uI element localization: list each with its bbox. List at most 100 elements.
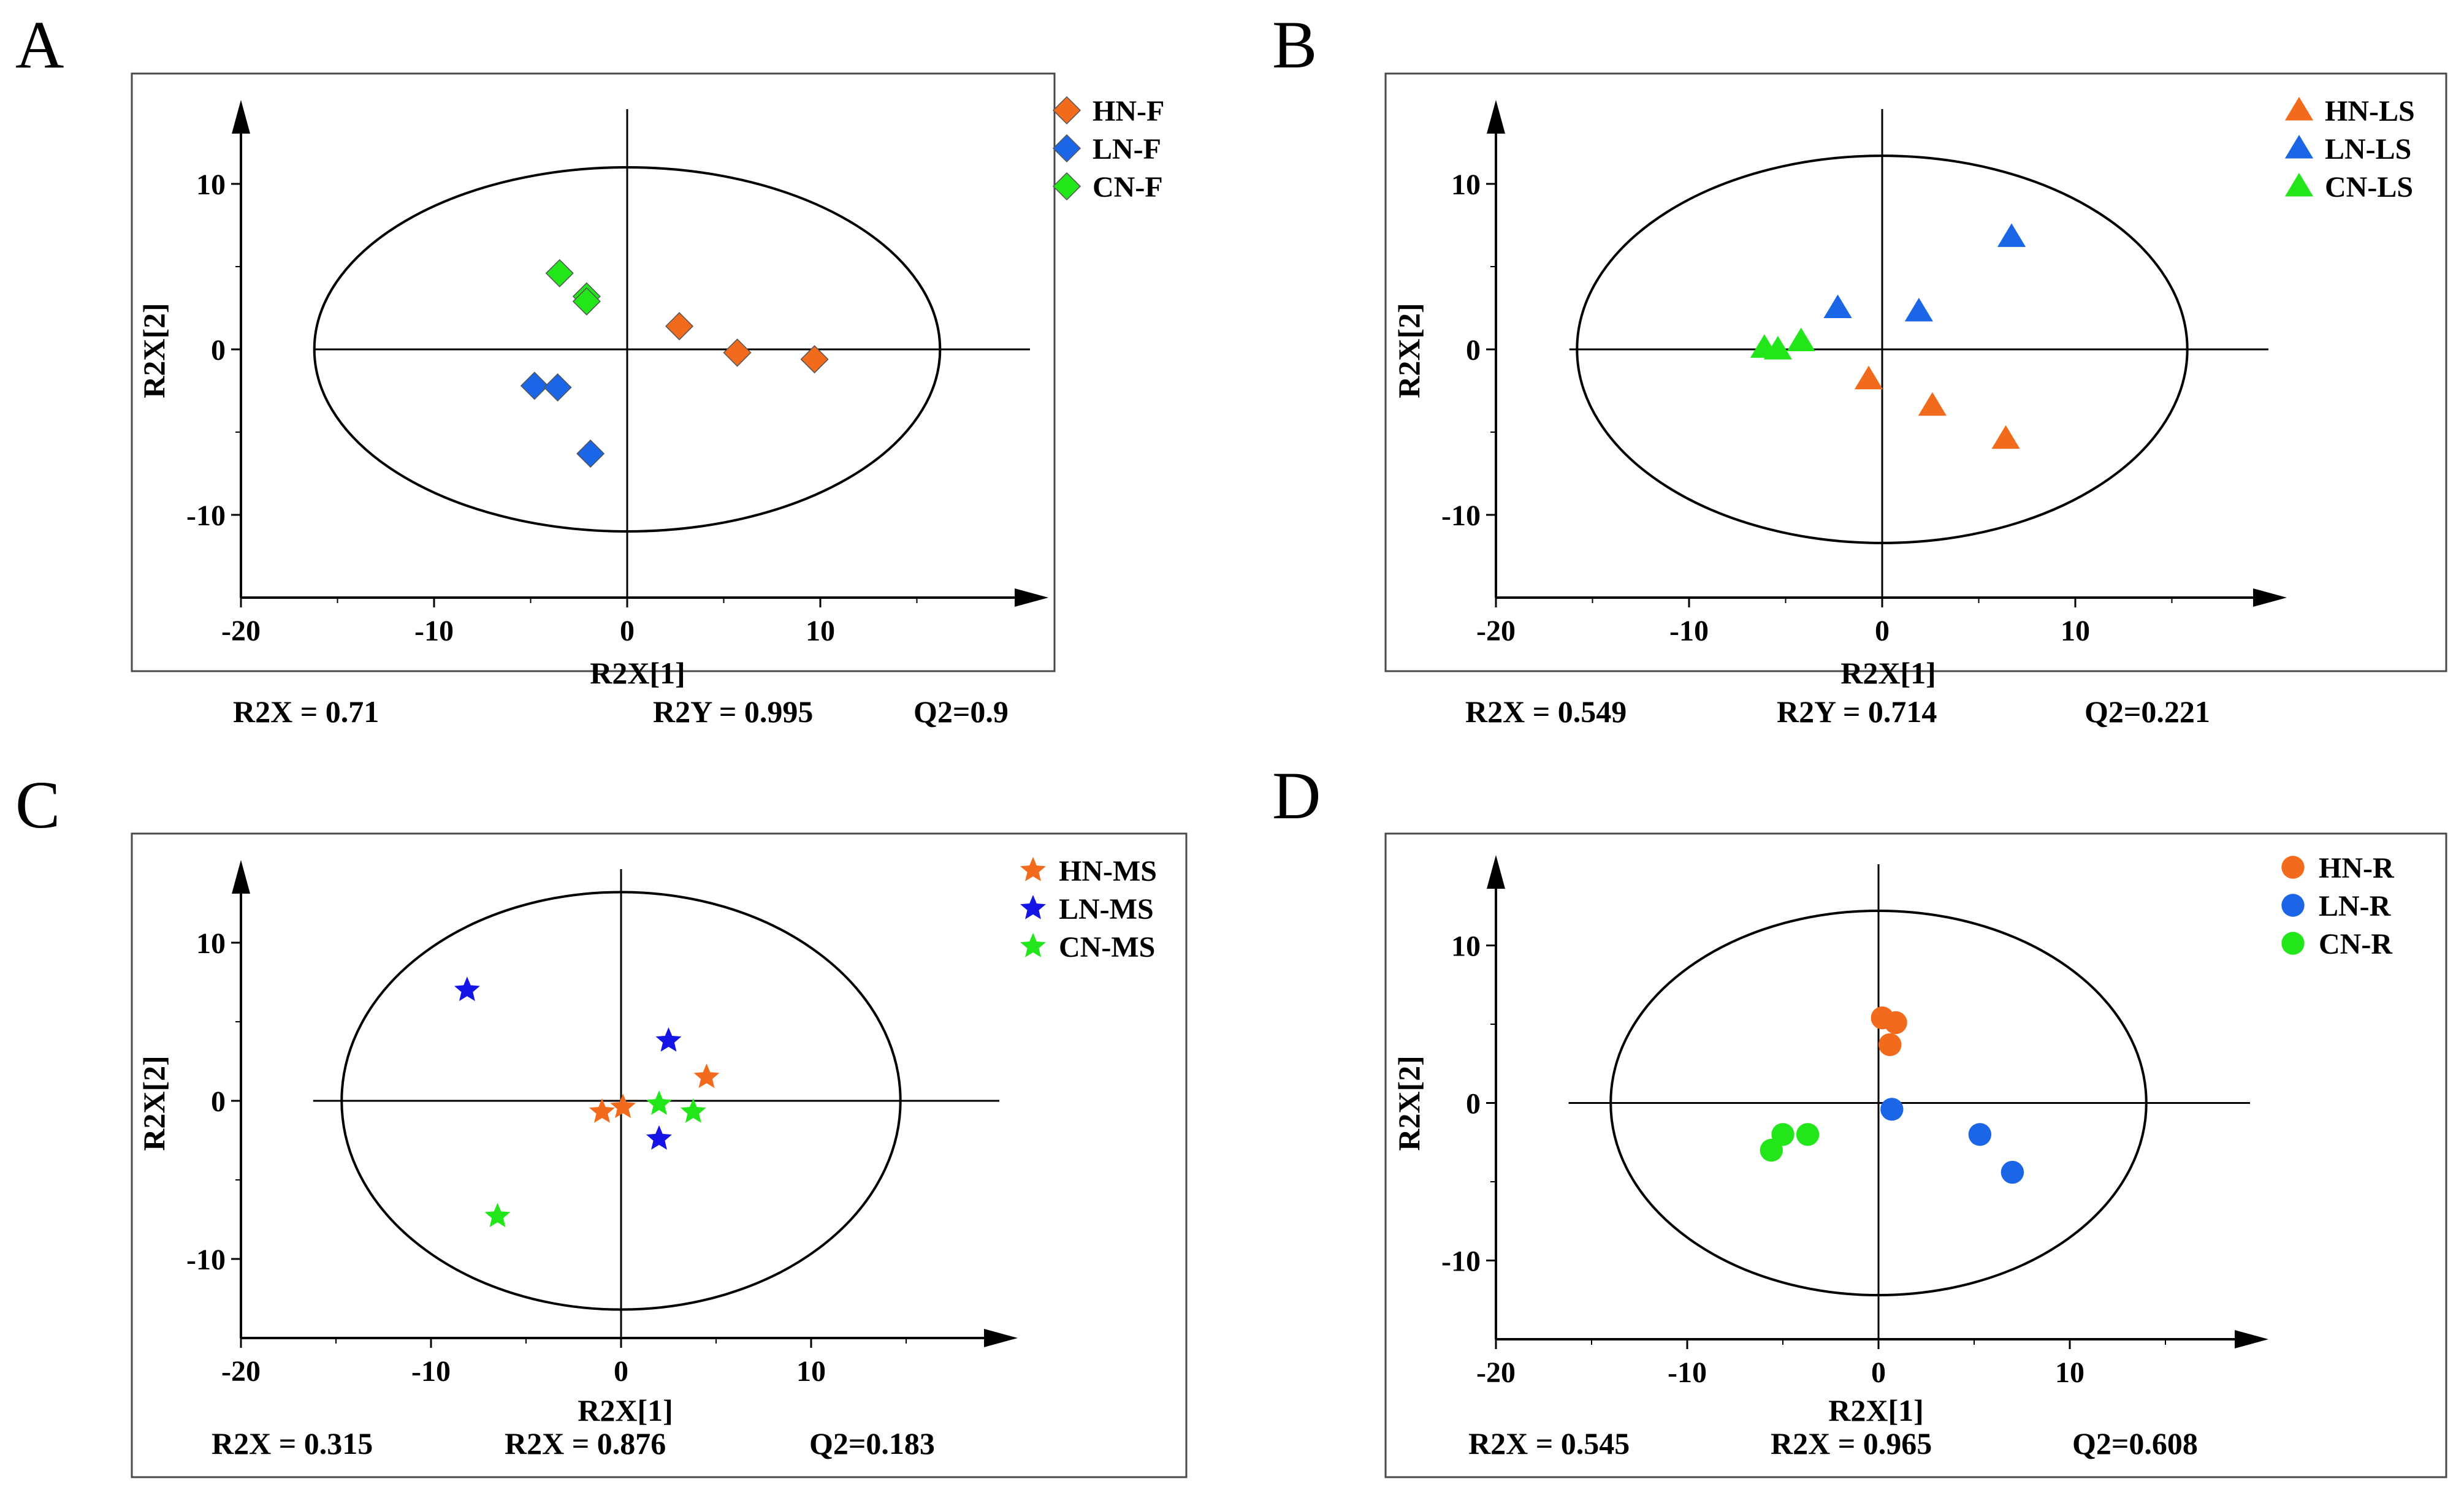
legend: HN-MS LN-MS CN-MS: [1020, 855, 1157, 964]
x-tick-label: 0: [620, 615, 635, 647]
data-point: [1918, 392, 1947, 416]
data-point: [1991, 425, 2020, 449]
data-point: [610, 1093, 636, 1119]
data-point: [1787, 327, 1815, 351]
model-stat: Q2=0.608: [2072, 1426, 2198, 1461]
legend-label: CN-MS: [1059, 931, 1155, 964]
model-stat: R2X = 0.545: [1468, 1426, 1630, 1461]
series-ln-r: [1880, 1098, 2024, 1184]
panel-a: A -20 -10 0 10 10 0 -10 R2X[1] R2X[2] HN-F LN-F CN-F…: [15, 7, 1164, 729]
data-point: [646, 1125, 672, 1150]
x-tick-label: -10: [414, 615, 454, 647]
data-point: [1823, 294, 1852, 318]
confidence-ellipse: [1609, 909, 2148, 1297]
model-stat: R2Y = 0.714: [1777, 694, 1937, 729]
legend-marker-diamond-icon: [1052, 172, 1081, 201]
data-point: [572, 287, 601, 316]
legend: HN-R LN-R CN-R: [2281, 852, 2395, 960]
series-ln-f: [520, 371, 605, 468]
y-tick-label: 0: [1466, 334, 1481, 367]
legend-label: CN-R: [2319, 928, 2393, 960]
x-tick-label: -20: [1476, 615, 1516, 647]
x-axis-arrow-icon: [2235, 1330, 2268, 1348]
data-point: [576, 439, 605, 468]
y-axis-arrow-icon: [1487, 100, 1505, 134]
legend-marker-star-icon: [1020, 895, 1046, 919]
y-tick-label: -10: [186, 1244, 226, 1276]
y-axis-label: R2X[2]: [1392, 303, 1426, 398]
model-stat: Q2=0.183: [809, 1426, 935, 1461]
panel-letter: A: [15, 7, 64, 82]
confidence-ellipse: [1576, 154, 2189, 544]
panel-letter: C: [15, 767, 60, 842]
legend-marker-circle-icon: [2281, 932, 2305, 955]
data-point: [1796, 1123, 1820, 1146]
legend-marker-triangle-icon: [2284, 97, 2314, 121]
y-tick-label: 10: [1451, 169, 1481, 201]
data-point: [800, 345, 829, 374]
y-axis-label: R2X[2]: [137, 303, 171, 398]
data-point: [454, 976, 480, 1002]
data-point: [1854, 365, 1883, 390]
legend-label: LN-R: [2319, 890, 2392, 922]
legend: HN-LS LN-LS CN-LS: [2284, 95, 2415, 203]
data-point: [1763, 336, 1792, 360]
x-axis-label: R2X[1]: [1828, 1393, 1924, 1428]
y-tick-label: 0: [211, 334, 226, 367]
x-axis-arrow-icon: [984, 1329, 1018, 1347]
x-axis-label: R2X[1]: [578, 1393, 673, 1428]
series-cn-r: [1760, 1123, 1820, 1162]
x-tick-label: 10: [806, 615, 835, 647]
panel-frame: [131, 72, 1056, 672]
panel-c: C -20 -10 0 10 10 0 -10 R2X[1] R2X[2] HN-MS LN-MS CN…: [15, 767, 1188, 1478]
y-axis-arrow-icon: [1487, 855, 1505, 889]
data-point: [1879, 1033, 1902, 1057]
y-tick-label: 0: [1466, 1088, 1481, 1120]
data-point: [543, 373, 572, 402]
x-tick-label: 10: [2055, 1356, 2084, 1389]
legend-marker-star-icon: [1020, 933, 1046, 957]
model-stat: R2X = 0.315: [212, 1426, 373, 1461]
x-tick-label: 0: [614, 1355, 628, 1388]
series-hn-ls: [1854, 365, 2020, 449]
legend-marker-star-icon: [1020, 857, 1046, 881]
data-point: [693, 1063, 720, 1089]
y-tick-label: 10: [196, 169, 226, 201]
confidence-ellipse: [313, 166, 942, 533]
data-point: [655, 1027, 682, 1052]
y-tick-label: -10: [1441, 1245, 1481, 1278]
panel-b: B -20 -10 0 10 10 0 -10 R2X[1] R2X[2] HN-LS LN-LS CN…: [1272, 7, 2447, 729]
data-point: [1997, 223, 2026, 247]
y-axis-label: R2X[2]: [137, 1055, 171, 1151]
x-tick-label: -10: [411, 1355, 451, 1388]
y-axis-label: R2X[2]: [1392, 1055, 1426, 1151]
legend-marker-triangle-icon: [2284, 173, 2314, 197]
model-stat: Q2=0.9: [914, 694, 1009, 729]
legend-label: HN-F: [1093, 95, 1164, 127]
x-tick-label: 0: [1871, 1356, 1886, 1389]
data-point: [589, 1098, 615, 1123]
data-point: [545, 259, 574, 287]
x-tick-label: -20: [1476, 1356, 1516, 1389]
x-tick-label: -10: [1668, 1356, 1707, 1389]
model-stat: R2Y = 0.995: [653, 694, 813, 729]
legend-marker-circle-icon: [2281, 894, 2305, 917]
data-point: [1771, 1123, 1795, 1146]
y-tick-label: -10: [186, 500, 226, 532]
data-point: [1968, 1123, 1992, 1146]
legend-label: HN-MS: [1059, 855, 1157, 888]
legend-marker-diamond-icon: [1052, 134, 1081, 163]
y-tick-label: -10: [1441, 500, 1481, 532]
data-point: [520, 371, 549, 400]
legend-label: HN-R: [2319, 852, 2395, 884]
data-point: [1884, 1011, 1907, 1035]
series-ln-ls: [1823, 223, 2026, 322]
model-stat: R2X = 0.549: [1465, 694, 1627, 729]
x-axis-label: R2X[1]: [1840, 656, 1936, 690]
series-ln-ms: [454, 976, 682, 1150]
series-hn-r: [1871, 1006, 1907, 1057]
model-stat: R2X = 0.71: [233, 694, 379, 729]
data-point: [2001, 1160, 2024, 1184]
y-axis-arrow-icon: [232, 100, 250, 134]
